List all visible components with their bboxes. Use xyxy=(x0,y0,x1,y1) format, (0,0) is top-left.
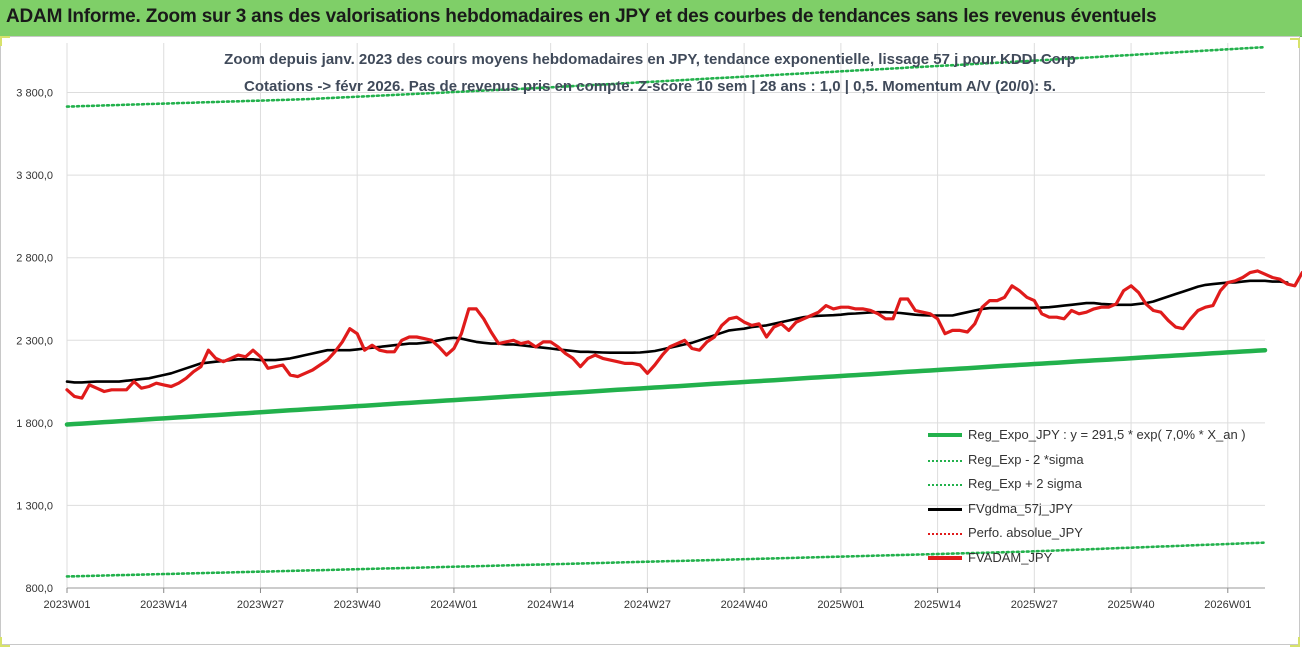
legend-swatch-reg-minus xyxy=(928,459,962,462)
chart-legend: Reg_Expo_JPY : y = 291,5 * exp( 7,0% * X… xyxy=(922,426,1262,574)
legend-label-reg-plus: Reg_Exp + 2 sigma xyxy=(968,476,1082,492)
x-tick-label: 2023W27 xyxy=(237,599,284,611)
y-tick-label: 2 300,0 xyxy=(16,335,53,347)
x-tick-label: 2023W40 xyxy=(334,599,381,611)
header-bar: ADAM Informe. Zoom sur 3 ans des valoris… xyxy=(0,0,1302,37)
y-tick-label: 800,0 xyxy=(25,583,53,595)
legend-item-fvgdma: FVgdma_57j_JPY xyxy=(922,500,1262,525)
frame-corner-top-left xyxy=(0,36,10,46)
x-tick-label: 2025W27 xyxy=(1011,599,1058,611)
y-tick-label: 2 800,0 xyxy=(16,253,53,265)
legend-item-reg-minus: Reg_Exp - 2 *sigma xyxy=(922,451,1262,476)
legend-label-reg-minus: Reg_Exp - 2 *sigma xyxy=(968,451,1084,467)
legend-swatch-perfo xyxy=(928,533,962,536)
legend-label-reg-expo: Reg_Expo_JPY : y = 291,5 * exp( 7,0% * X… xyxy=(968,427,1246,442)
legend-swatch-fvadam xyxy=(928,555,962,560)
x-tick-label: 2023W14 xyxy=(140,599,187,611)
series-line-reg_plus xyxy=(65,45,1267,108)
legend-item-reg-expo: Reg_Expo_JPY : y = 291,5 * exp( 7,0% * X… xyxy=(922,426,1262,451)
x-tick-label: 2025W01 xyxy=(817,599,864,611)
legend-item-reg-plus: Reg_Exp + 2 sigma xyxy=(922,475,1262,500)
legend-swatch-reg-expo xyxy=(928,433,962,437)
x-tick-label: 2024W14 xyxy=(527,599,574,611)
y-tick-label: 3 300,0 xyxy=(16,170,53,182)
x-tick-label: 2025W40 xyxy=(1108,599,1155,611)
x-tick-label: 2024W40 xyxy=(721,599,768,611)
series-line-reg_minus xyxy=(65,541,1267,578)
x-tick-label: 2026W01 xyxy=(1204,599,1251,611)
legend-label-fvadam: FVADAM_JPY xyxy=(968,549,1053,565)
x-tick-label: 2025W14 xyxy=(914,599,961,611)
frame-corner-bottom-right xyxy=(1290,637,1300,647)
x-tick-label: 2023W01 xyxy=(43,599,90,611)
y-tick-label: 1 300,0 xyxy=(16,500,53,512)
legend-item-fvadam: FVADAM_JPY xyxy=(922,549,1262,574)
legend-item-perfo: Perfo. absolue_JPY xyxy=(922,524,1262,549)
legend-label-fvgdma: FVgdma_57j_JPY xyxy=(968,500,1073,516)
legend-label-perfo: Perfo. absolue_JPY xyxy=(968,525,1083,541)
series-line-reg_expo xyxy=(64,347,1268,427)
frame-corner-top-right xyxy=(1290,38,1300,48)
chart-frame xyxy=(0,36,1300,645)
y-tick-label: 3 800,0 xyxy=(16,88,53,100)
x-tick-label: 2024W01 xyxy=(430,599,477,611)
legend-swatch-fvgdma xyxy=(928,507,962,511)
legend-swatch-reg-plus xyxy=(928,484,962,487)
chart-title-line-2: Cotations -> févr 2026. Pas de revenus p… xyxy=(244,78,1056,95)
frame-corner-bottom-left xyxy=(0,637,10,647)
chart-title-line-1: Zoom depuis janv. 2023 des cours moyens … xyxy=(224,51,1076,68)
x-tick-label: 2024W27 xyxy=(624,599,671,611)
series-line-fvadam xyxy=(65,269,1302,400)
page-title: ADAM Informe. Zoom sur 3 ans des valoris… xyxy=(6,6,1157,27)
series-line-fvgdma xyxy=(65,279,1289,384)
y-tick-label: 1 800,0 xyxy=(16,418,53,430)
